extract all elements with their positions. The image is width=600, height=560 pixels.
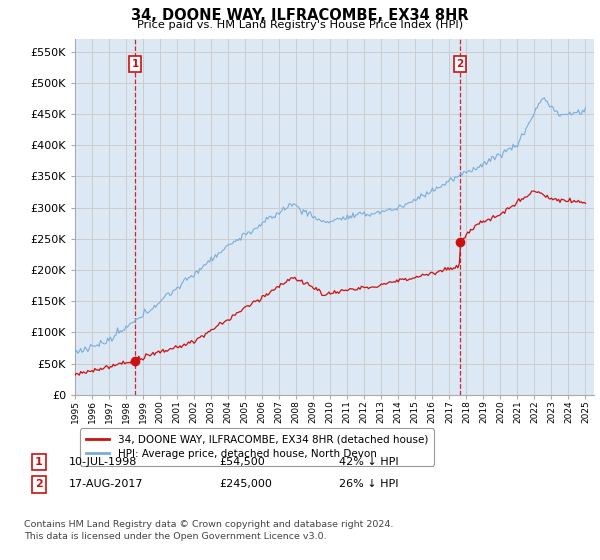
Text: 26% ↓ HPI: 26% ↓ HPI bbox=[339, 479, 398, 489]
Text: 10-JUL-1998: 10-JUL-1998 bbox=[69, 457, 137, 467]
Text: Contains HM Land Registry data © Crown copyright and database right 2024.
This d: Contains HM Land Registry data © Crown c… bbox=[24, 520, 394, 541]
Text: 1: 1 bbox=[131, 59, 139, 69]
Text: £245,000: £245,000 bbox=[219, 479, 272, 489]
Text: 42% ↓ HPI: 42% ↓ HPI bbox=[339, 457, 398, 467]
Text: Price paid vs. HM Land Registry's House Price Index (HPI): Price paid vs. HM Land Registry's House … bbox=[137, 20, 463, 30]
Text: 34, DOONE WAY, ILFRACOMBE, EX34 8HR: 34, DOONE WAY, ILFRACOMBE, EX34 8HR bbox=[131, 8, 469, 24]
Text: 2: 2 bbox=[457, 59, 464, 69]
Legend: 34, DOONE WAY, ILFRACOMBE, EX34 8HR (detached house), HPI: Average price, detach: 34, DOONE WAY, ILFRACOMBE, EX34 8HR (det… bbox=[80, 428, 434, 465]
Text: 2: 2 bbox=[35, 479, 43, 489]
Text: 17-AUG-2017: 17-AUG-2017 bbox=[69, 479, 143, 489]
Text: 1: 1 bbox=[35, 457, 43, 467]
Text: £54,500: £54,500 bbox=[219, 457, 265, 467]
